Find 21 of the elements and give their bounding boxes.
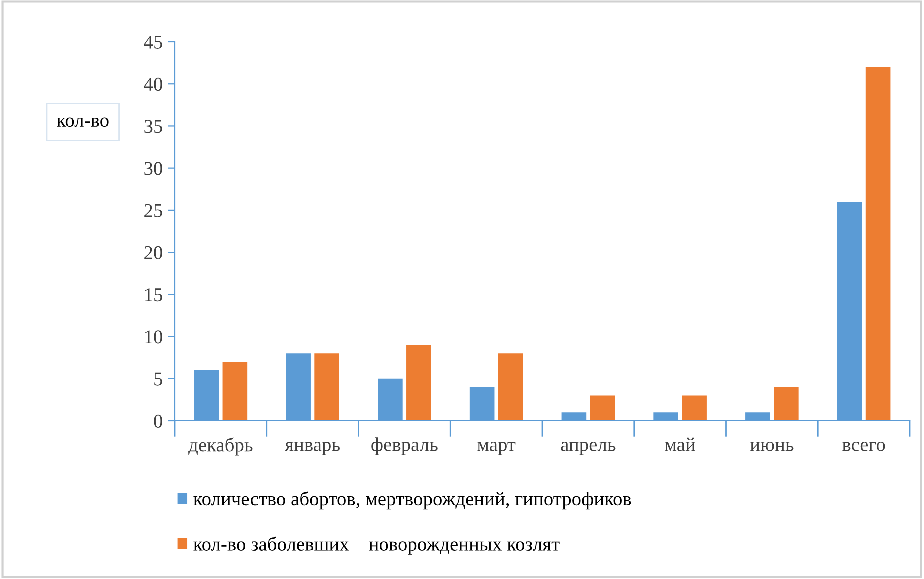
y-tick-label: 0 [154,414,162,428]
legend-label: кол-во заболевших новорожденных козлят [194,536,560,555]
y-tick-label: 45 [144,36,162,49]
y-tick-label: 10 [145,330,162,344]
y-tick-label: 40 [144,78,162,92]
x-tick-label: март [478,442,516,456]
x-tick-label: февраль [372,438,438,456]
y-tick-label: 25 [144,204,162,218]
y-axis-title: кол-во [57,118,109,128]
x-tick-label: всего [842,442,886,452]
y-tick-label: 15 [145,288,162,302]
x-tick-label: январь [285,442,340,456]
x-tick-label: май [665,438,696,452]
y-tick-label: 35 [144,120,162,134]
x-tick-label: декабрь [188,438,253,456]
x-tick-label: июнь [750,442,794,452]
y-tick-label: 5 [154,372,162,386]
x-tick-label: апрель [561,442,616,456]
y-tick-label: 30 [144,162,162,176]
legend-label: количество абортов, мертворождений, гипотрофиков [194,492,632,510]
y-tick-label: 20 [144,246,162,260]
